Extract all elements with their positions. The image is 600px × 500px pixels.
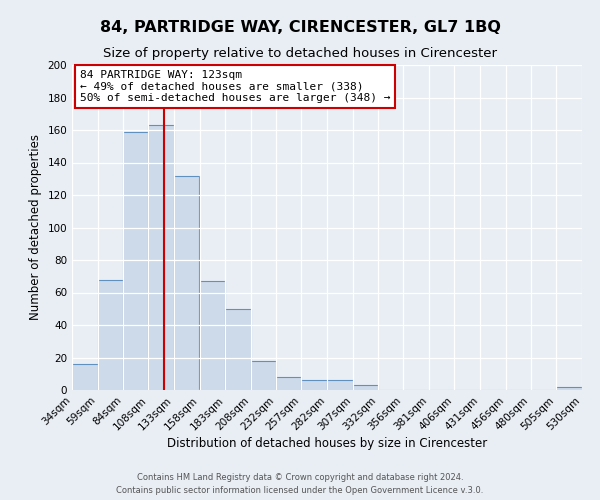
X-axis label: Distribution of detached houses by size in Cirencester: Distribution of detached houses by size … — [167, 438, 487, 450]
Bar — [225, 308, 251, 390]
Bar — [148, 125, 174, 390]
Bar — [251, 361, 275, 390]
Bar — [301, 380, 327, 390]
Bar — [275, 377, 301, 390]
Text: 84, PARTRIDGE WAY, CIRENCESTER, GL7 1BQ: 84, PARTRIDGE WAY, CIRENCESTER, GL7 1BQ — [100, 20, 500, 35]
Bar — [199, 281, 225, 390]
Bar — [72, 364, 98, 390]
Bar — [556, 387, 582, 390]
Bar — [353, 385, 379, 390]
Text: Contains public sector information licensed under the Open Government Licence v.: Contains public sector information licen… — [116, 486, 484, 495]
Bar — [327, 380, 353, 390]
Bar — [98, 280, 124, 390]
Text: Size of property relative to detached houses in Cirencester: Size of property relative to detached ho… — [103, 48, 497, 60]
Bar — [124, 132, 148, 390]
Y-axis label: Number of detached properties: Number of detached properties — [29, 134, 42, 320]
Bar — [174, 176, 199, 390]
Text: Contains HM Land Registry data © Crown copyright and database right 2024.: Contains HM Land Registry data © Crown c… — [137, 474, 463, 482]
Text: 84 PARTRIDGE WAY: 123sqm
← 49% of detached houses are smaller (338)
50% of semi-: 84 PARTRIDGE WAY: 123sqm ← 49% of detach… — [80, 70, 390, 103]
